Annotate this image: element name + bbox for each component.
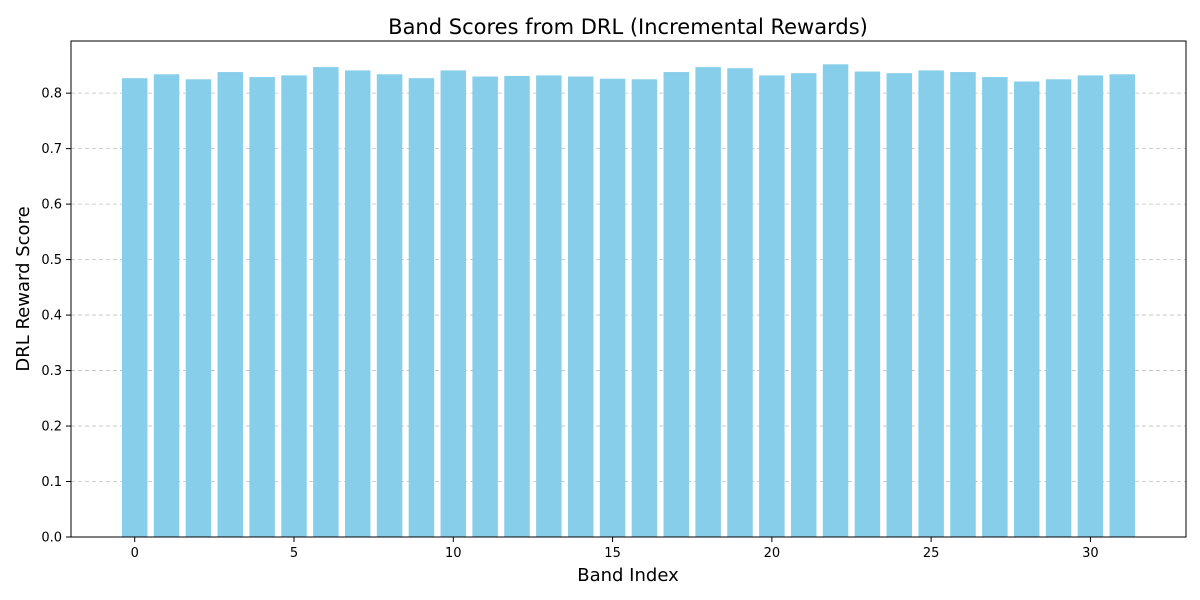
bar [950,72,976,538]
bar [1109,74,1136,538]
bar [1045,79,1072,538]
bar [344,70,371,538]
bar [121,78,148,538]
bar [822,64,849,538]
bar [281,75,307,538]
bar [854,71,881,538]
plot-frame [70,40,1187,538]
chart-title: Band Scores from DRL (Incremental Reward… [388,15,868,39]
bar [886,73,913,538]
x-tick-label: 10 [445,546,462,561]
bar [631,79,658,538]
y-tick-label: 0.7 [41,142,62,157]
y-tick-label: 0.8 [41,87,62,102]
y-tick-label: 0.5 [41,253,62,268]
bar [727,68,753,538]
bar [759,75,785,538]
bar [790,73,817,538]
y-tick-label: 0.0 [41,531,62,546]
bar [982,77,1008,538]
y-axis-ticks: 0.0 0.1 0.2 0.3 0.4 0.5 0.6 0.7 0.8 [41,87,71,546]
x-axis-title: Band Index [577,565,679,586]
x-tick-label: 25 [923,546,940,561]
x-tick-label: 5 [290,546,298,561]
bar [504,75,530,538]
y-tick-label: 0.3 [41,364,62,379]
bar [217,72,244,538]
bar [472,76,498,538]
x-tick-label: 30 [1082,546,1099,561]
bar [153,74,180,538]
bar [567,76,594,538]
bar [313,67,339,538]
y-tick-label: 0.6 [41,198,62,213]
bar [1077,75,1104,538]
bar [249,77,275,538]
x-tick-label: 15 [604,546,621,561]
bar [663,72,690,538]
y-axis-title: DRL Reward Score [13,206,34,371]
bar [440,70,467,538]
x-tick-label: 20 [764,546,781,561]
bar [408,78,435,538]
bar [1013,81,1040,537]
bar [536,75,562,538]
bar [185,79,212,538]
x-tick-label: 0 [131,546,139,561]
bar [695,67,721,538]
x-axis-ticks: 0 5 10 15 20 25 30 [131,537,1099,561]
y-tick-label: 0.4 [41,309,62,324]
bar [599,78,626,538]
bar [918,70,944,538]
bars [121,64,1136,538]
y-tick-label: 0.2 [41,420,62,435]
bar [376,74,403,538]
y-tick-label: 0.1 [41,475,62,490]
